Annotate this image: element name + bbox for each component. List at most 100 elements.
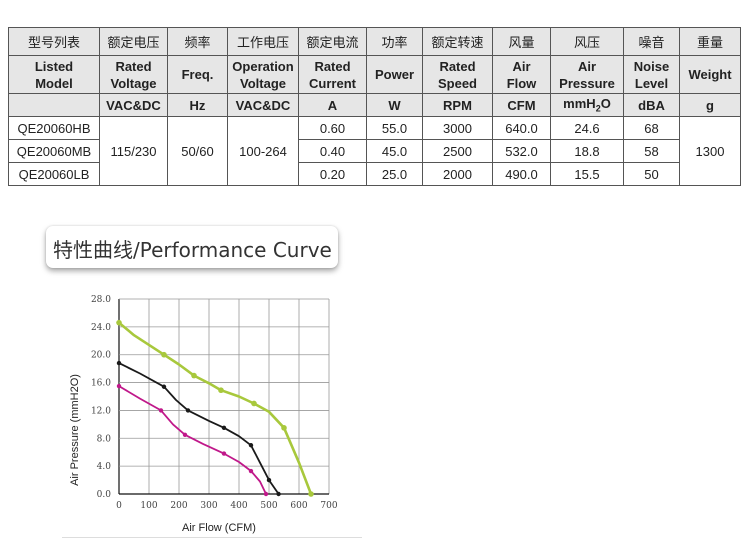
x-tick-label: 400 [230,501,247,511]
data-point [281,425,287,431]
english-header-row: Listed Model Rated Voltage Freq. Operation… [8,55,741,94]
x-tick-label: 600 [290,501,307,511]
unit-model-blank [8,93,100,117]
zh-header-operation-voltage: 工作电压 [227,27,299,56]
power-cell: 45.0 [366,139,423,163]
pressure-cell: 24.6 [550,116,624,140]
data-point [116,319,122,326]
data-point [191,372,197,379]
model-cell: QE20060HB [8,116,100,140]
en-header-power: Power [366,55,423,94]
current-cell: 0.20 [298,162,367,186]
zh-header-noise: 噪音 [623,27,680,56]
chart-series [116,319,314,497]
en-header-air-pressure: Air Pressure [550,55,624,94]
data-point [248,443,254,448]
x-tick-label: 500 [260,501,277,511]
unit-frequency: Hz [167,93,228,117]
model-cell: QE20060LB [8,162,100,186]
y-tick-label: 12.0 [91,406,111,416]
en-header-noise: Noise Level [623,55,680,94]
unit-rated-voltage: VAC&DC [99,93,168,117]
unit-operation-voltage: VAC&DC [227,93,299,117]
section-title: 特性曲线/Performance Curve [53,238,332,262]
en-header-rated-current: Rated Current [298,55,367,94]
chinese-header-row: 型号列表 额定电压 频率 工作电压 额定电流 功率 额定转速 风量 风压 噪音 … [8,27,741,56]
unit-speed: RPM [422,93,493,117]
noise-cell: 50 [623,162,680,186]
data-point [263,491,269,497]
data-point [161,351,167,358]
y-tick-label: 20.0 [91,351,111,361]
en-header-rated-speed: Rated Speed [422,55,493,94]
data-point [266,477,272,483]
divider [62,537,362,538]
zh-header-air-pressure: 风压 [550,27,624,56]
zh-header-weight: 重量 [679,27,741,56]
pressure-cell: 18.8 [550,139,624,163]
unit-weight: g [679,93,741,117]
power-cell: 25.0 [366,162,423,186]
y-tick-label: 8.0 [97,434,112,444]
flow-cell: 532.0 [492,139,551,163]
en-header-rated-voltage: Rated Voltage [99,55,168,94]
speed-cell: 3000 [422,116,493,140]
model-cell: QE20060MB [8,139,100,163]
y-tick-label: 28.0 [91,295,111,305]
x-tick-label: 100 [140,501,157,511]
x-tick-label: 0 [116,501,122,511]
series-line [118,385,267,495]
rated-voltage-cell: 115/230 [99,116,168,186]
flow-cell: 490.0 [492,162,551,186]
y-axis-label: Air Pressure (mmH2O) [69,374,81,486]
data-point [185,408,191,413]
unit-row: VAC&DC Hz VAC&DC A W RPM CFM mmH2O dBA g [8,93,741,117]
data-point [276,491,281,497]
table-row: QE20060HB 115/230 50/60 100-264 0.60 55.… [8,116,741,186]
power-cell: 55.0 [366,116,423,140]
zh-header-power: 功率 [366,27,423,56]
frequency-cell: 50/60 [167,116,228,186]
series-line [118,321,313,495]
en-header-model: Listed Model [8,55,100,94]
chart-ticks: 0 100 200 300 400 500 600 700 0.0 4.0 8.0 12.0 16.0 2… [91,295,338,511]
y-tick-label: 0.0 [97,490,112,500]
en-header-operation-voltage: Operation Voltage [227,55,299,94]
unit-power: W [366,93,423,117]
zh-header-air-flow: 风量 [492,27,551,56]
table-row: QE20060LB 0.20 25.0 2000 490.0 15.5 50 [8,162,741,186]
data-point [182,432,188,438]
data-point [116,360,122,366]
operation-voltage-cell: 100-264 [227,116,299,186]
data-point [248,468,254,474]
table-row: QE20060MB 0.40 45.0 2500 532.0 18.8 58 [8,139,741,163]
data-point [221,425,227,431]
chart-grid [118,298,330,495]
current-cell: 0.60 [298,116,367,140]
noise-cell: 68 [623,116,680,140]
noise-cell: 58 [623,139,680,163]
speed-cell: 2500 [422,139,493,163]
data-point [218,387,224,394]
x-axis-label: Air Flow (CFM) [182,522,256,534]
data-point [251,400,257,407]
zh-header-rated-voltage: 额定电压 [99,27,168,56]
unit-noise: dBA [623,93,680,117]
data-point [158,408,164,413]
x-tick-label: 200 [170,501,187,511]
speed-cell: 2000 [422,162,493,186]
zh-header-rated-speed: 额定转速 [422,27,493,56]
unit-flow: CFM [492,93,551,117]
pressure-cell: 15.5 [550,162,624,186]
en-header-weight: Weight [679,55,741,94]
y-tick-label: 16.0 [91,379,111,389]
data-point [221,451,227,456]
en-header-air-flow: Air Flow [492,55,551,94]
data-point [116,383,122,389]
spec-table: 型号列表 额定电压 频率 工作电压 额定电流 功率 额定转速 风量 风压 噪音 … [8,27,741,186]
unit-pressure: mmH2O [550,93,624,117]
series-line [118,362,280,495]
y-tick-label: 24.0 [91,323,111,333]
zh-header-rated-current: 额定电流 [298,27,367,56]
section-title-box: 特性曲线/Performance Curve [46,226,338,268]
